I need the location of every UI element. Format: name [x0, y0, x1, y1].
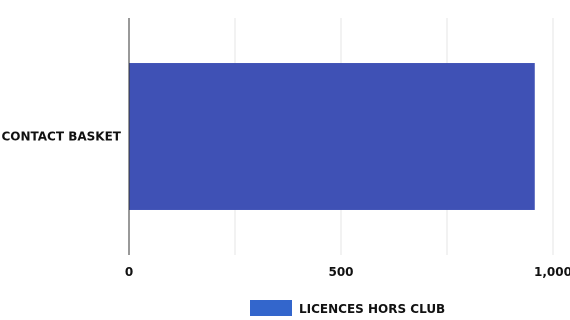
category-labels: CONTACT BASKET	[1, 130, 121, 144]
x-tick-labels: 0 500 1,000	[125, 265, 570, 279]
x-tick-label: 0	[125, 265, 133, 279]
bars	[129, 63, 535, 210]
category-label: CONTACT BASKET	[1, 130, 121, 144]
x-tick-label: 500	[328, 265, 353, 279]
x-tick-label: 1,000	[534, 265, 570, 279]
legend[interactable]: LICENCES HORS CLUB	[250, 300, 445, 316]
legend-label: LICENCES HORS CLUB	[299, 302, 445, 316]
bar[interactable]	[129, 63, 535, 210]
legend-swatch	[250, 300, 292, 316]
